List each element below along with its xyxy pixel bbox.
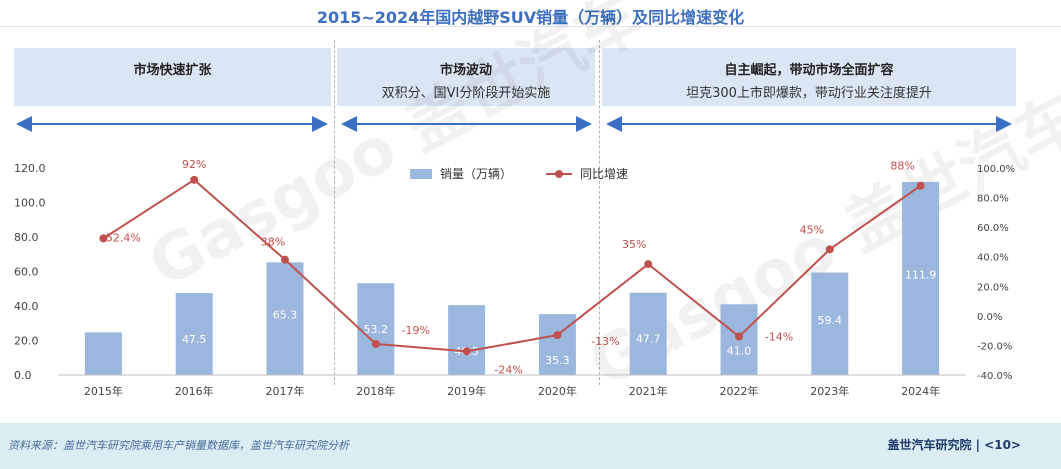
growth-data-label: 35% (622, 238, 646, 251)
x-tick-label: 2018年 (356, 384, 395, 398)
bar-data-label: 35.3 (545, 354, 570, 367)
bar-data-label: 111.9 (905, 268, 937, 281)
chart-svg: 24.747.565.353.240.535.347.741.059.4111.… (14, 116, 1015, 398)
x-tick-label: 2016年 (175, 384, 214, 398)
x-tick-label: 2015年 (84, 384, 123, 398)
growth-line (102, 178, 922, 353)
chart-legend: 销量（万辆） 同比增速 (410, 165, 628, 182)
source-note: 资料来源：盖世汽车研究院乘用车产销量数据库，盖世汽车研究院分析 (8, 439, 349, 452)
x-tick-label: 2022年 (720, 384, 759, 398)
phase-subtitle: 坦克300上市即爆款，带动行业关注度提升 (686, 86, 932, 101)
chart-title: 2015~2024年国内越野SUV销量（万辆）及同比增速变化 (316, 8, 745, 27)
growth-point (99, 234, 108, 243)
growth-data-label: 92% (182, 158, 206, 171)
growth-point (553, 331, 562, 340)
bar (84, 332, 122, 375)
footer-brand: 盖世汽车研究院 | <10> (887, 438, 1021, 452)
bar (629, 292, 667, 375)
bar (811, 272, 849, 375)
y-left-tick-label: 80.0 (14, 231, 39, 244)
growth-data-label: -19% (402, 324, 430, 337)
growth-point (644, 260, 653, 269)
growth-point (281, 255, 289, 264)
y-right-tick-label: 80.0% (977, 194, 1009, 205)
growth-point (825, 245, 834, 254)
y-right-tick-label: 100.0% (977, 164, 1015, 175)
phase-box-2: 市场波动 双积分、国VI分阶段开始实施 (337, 48, 595, 106)
growth-point (916, 181, 925, 190)
legend-line-label: 同比增速 (580, 167, 629, 181)
y-right-tick-label: 40.0% (977, 253, 1009, 264)
y-left-tick-label: 0.0 (14, 369, 32, 382)
x-tick-label: 2020年 (538, 384, 577, 398)
bar (448, 305, 486, 375)
x-tick-label: 2019年 (447, 384, 486, 398)
title-divider (0, 26, 1061, 27)
phase-subtitle: 双积分、国VI分阶段开始实施 (381, 86, 551, 101)
y-right-tick-label: 60.0% (977, 223, 1009, 234)
bar-data-label: 24.7 (91, 372, 116, 385)
y-right-tick-label: -40.0% (977, 371, 1012, 382)
growth-data-label: 88% (890, 160, 914, 173)
y-right-tick-label: -20.0% (977, 341, 1012, 352)
phase-title: 市场快速扩张 (133, 63, 212, 78)
bar (357, 283, 395, 375)
y-right-tick-label: 0.0% (977, 312, 1002, 323)
legend-bar-swatch (410, 168, 432, 179)
phase-title: 市场波动 (439, 63, 492, 78)
bar-data-label: 59.4 (818, 314, 843, 327)
growth-data-label: 38% (261, 236, 285, 249)
y-right-tick-label: 20.0% (977, 282, 1009, 293)
legend-line-swatch (546, 169, 573, 178)
y-left-tick-label: 100.0 (14, 197, 46, 210)
phase-box-1: 市场快速扩张 (14, 48, 331, 106)
bar-data-label: 41.0 (727, 344, 752, 357)
bar-data-label: 65.3 (273, 309, 298, 322)
y-left-tick-label: 60.0 (14, 266, 39, 279)
growth-point (190, 175, 199, 184)
x-tick-label: 2024年 (901, 384, 940, 398)
legend-bar-label: 销量（万辆） (440, 167, 513, 181)
phase-title: 自主崛起，带动市场全面扩容 (724, 63, 894, 78)
growth-data-label: -13% (591, 335, 619, 348)
phase-box-3: 自主崛起，带动市场全面扩容 坦克300上市即爆款，带动行业关注度提升 (602, 48, 1016, 106)
growth-data-label: -24% (494, 363, 522, 376)
x-tick-label: 2023年 (810, 384, 849, 398)
bar (175, 293, 213, 375)
phase-separator (599, 40, 600, 385)
bar (902, 181, 940, 375)
y-left-tick-label: 40.0 (14, 300, 39, 313)
bar-data-label: 53.2 (364, 323, 389, 336)
x-tick-label: 2021年 (629, 384, 668, 398)
footer-bar: 资料来源：盖世汽车研究院乘用车产销量数据库，盖世汽车研究院分析 盖世汽车研究院 … (0, 423, 1061, 469)
growth-point (735, 332, 743, 341)
growth-data-label: -14% (765, 331, 793, 344)
y-left-tick-label: 20.0 (14, 335, 39, 348)
growth-point (371, 339, 380, 348)
bar-data-label: 47.7 (636, 333, 661, 346)
growth-data-label: 52.4% (106, 231, 141, 244)
bar-data-label: 47.5 (182, 333, 207, 346)
growth-point (462, 347, 471, 356)
y-left-tick-label: 120.0 (14, 162, 46, 175)
phase-separator (334, 40, 335, 385)
bar (266, 262, 304, 375)
x-tick-label: 2017年 (266, 384, 305, 398)
growth-data-label: 45% (800, 223, 824, 236)
